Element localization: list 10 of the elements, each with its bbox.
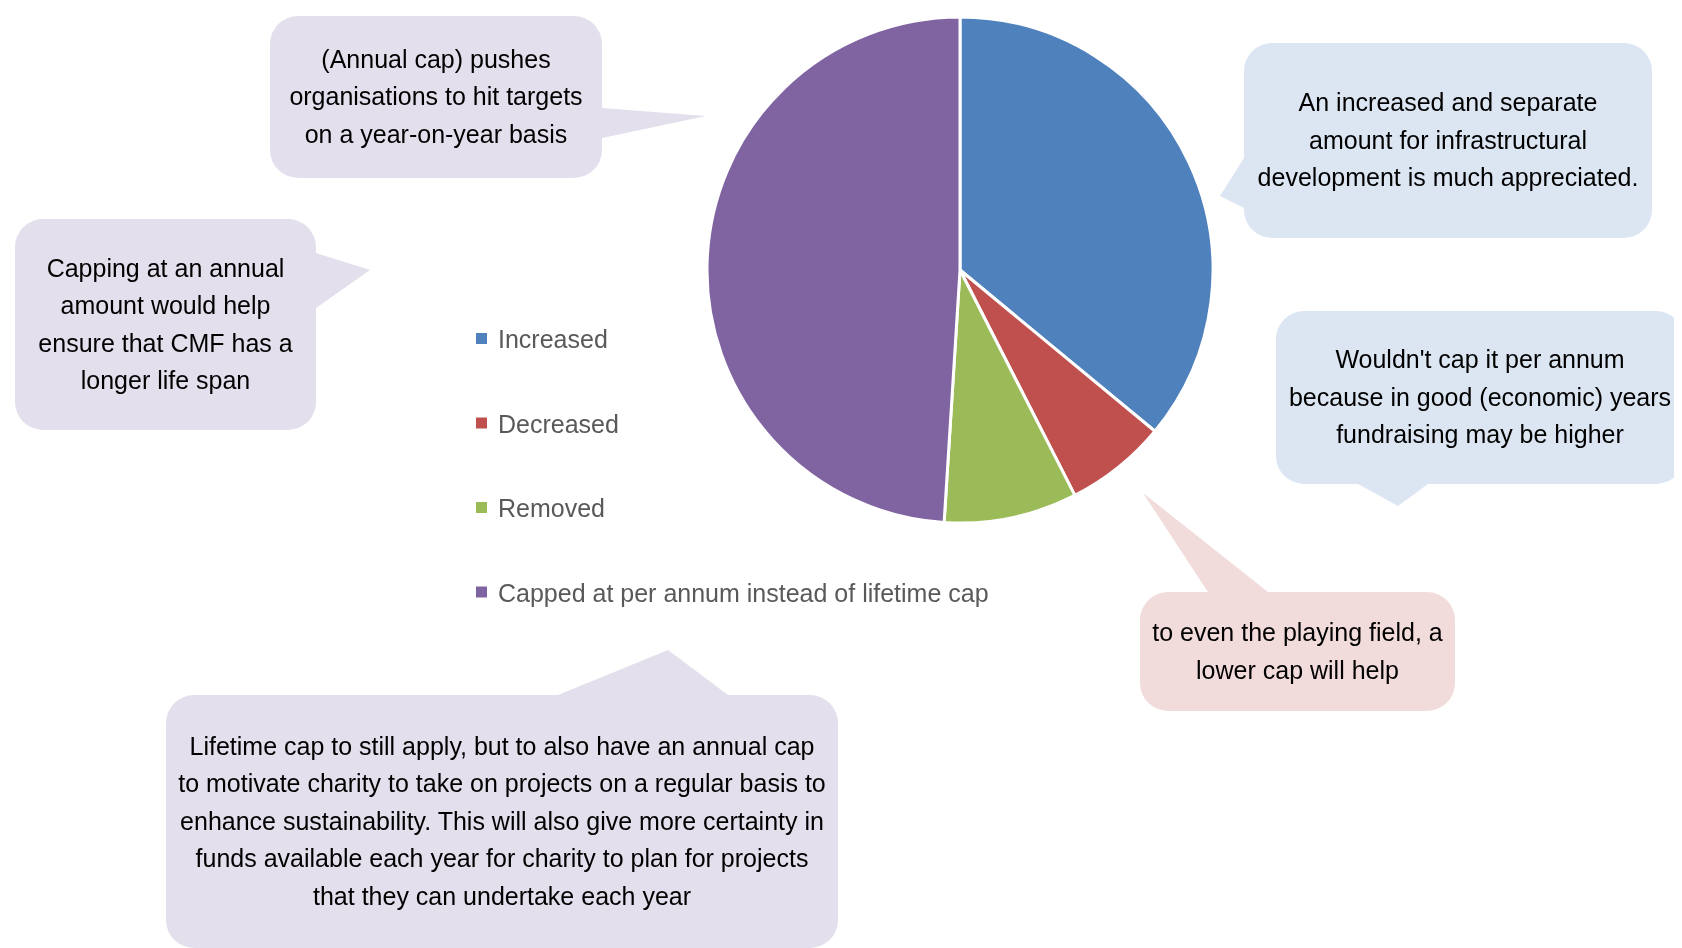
legend-label: Decreased: [498, 409, 619, 438]
text: Lifetime cap to still apply, but to also have an annual cap to motivate charity to take on projects on a regular basis to enhance sustainability. This will also give more certainty in funds available each year for charity to plan for projects that they can undertake each year: [178, 731, 826, 910]
text: An increased and separate amount for infrastructural development is much appreciated.: [1257, 88, 1639, 192]
text: (Annual cap) pushes organisations to hit targets on a year-on-year basis: [289, 44, 583, 148]
legend-label: Increased: [498, 325, 608, 353]
text: to even the playing field, a lower cap will help: [1152, 618, 1443, 684]
legend-label: Capped at per annum instead of lifetime cap: [498, 578, 989, 607]
text: Wouldn't cap it per annum because in good (economic) years fundraising may be higher: [1288, 345, 1672, 449]
text: Capping at an annual amount would help ensure that CMF has a longer life span: [38, 253, 293, 394]
legend-label: Removed: [498, 494, 605, 522]
